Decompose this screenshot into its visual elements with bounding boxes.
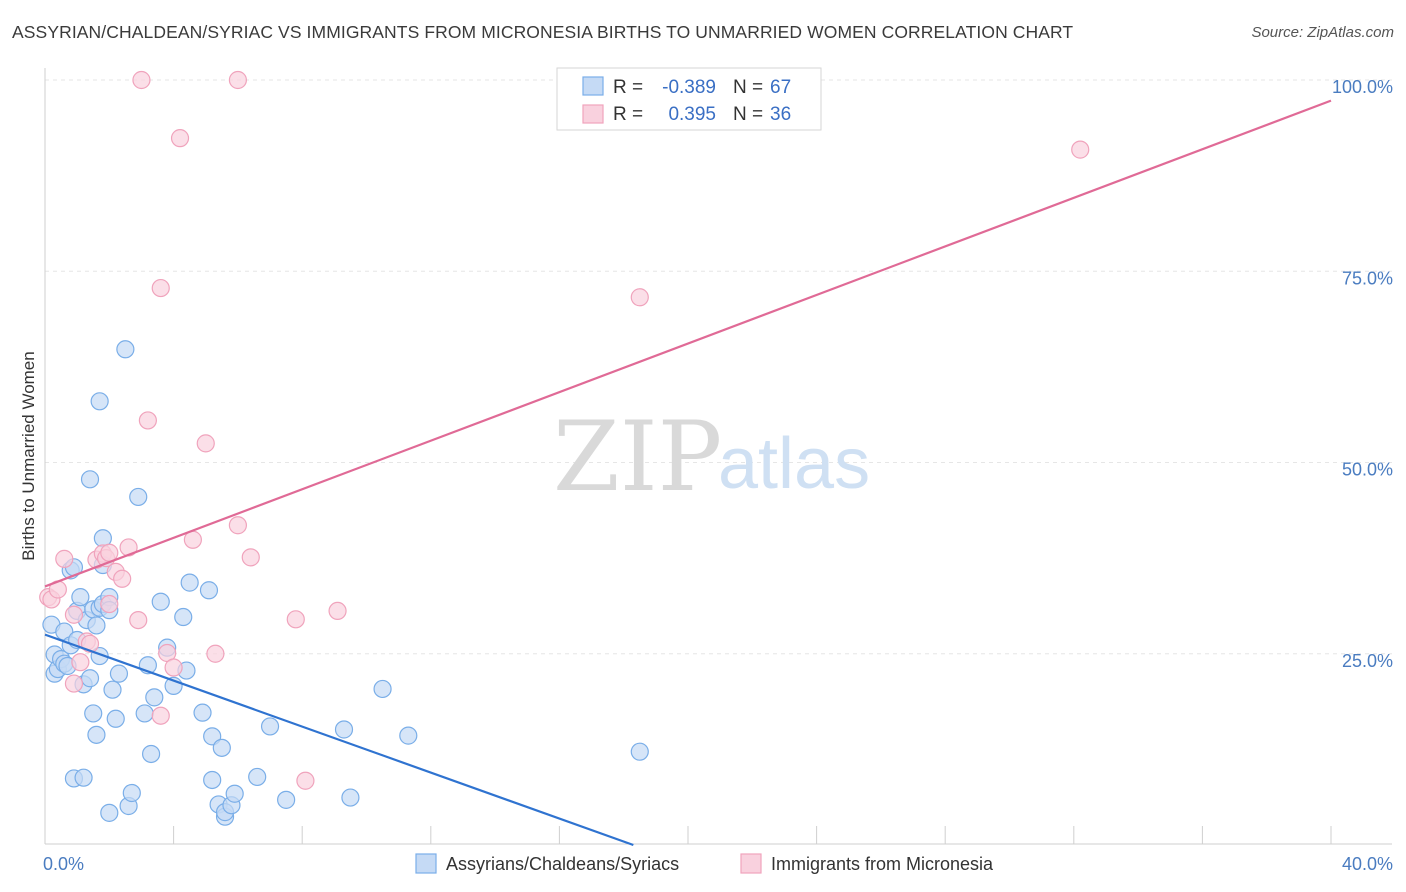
point-assyrian-61: [260, 717, 280, 736]
point-assyrian-44: [151, 592, 170, 611]
point-assyrian-14: [71, 588, 90, 607]
legend-n-value-2: 36: [770, 104, 791, 125]
legend-swatch-pink: [582, 104, 604, 124]
legend-r-label-1: R =: [613, 77, 643, 98]
x-tick-label-1: 40.0%: [1342, 854, 1393, 874]
point-assyrian-67: [630, 742, 649, 761]
point-assyrian-49: [180, 573, 199, 592]
legend: R = -0.389 N = 67 R = 0.395 N = 36: [556, 67, 822, 131]
point-assyrian-35: [109, 664, 129, 683]
point-assyrian-60: [248, 767, 267, 787]
point-micronesia-20: [151, 278, 170, 298]
point-micronesia-32: [328, 601, 347, 621]
point-micronesia-17: [129, 610, 148, 630]
point-micronesia-28: [228, 516, 247, 535]
legend-r-value-1: -0.389: [662, 77, 716, 98]
point-assyrian-42: [141, 744, 161, 764]
point-assyrian-29: [90, 392, 109, 411]
legend-n-label-2: N =: [733, 104, 763, 125]
y-tick-label-3: 100.0%: [1332, 77, 1393, 97]
point-micronesia-13: [100, 594, 119, 614]
point-micronesia-23: [164, 658, 183, 677]
point-assyrian-43: [145, 688, 164, 707]
point-assyrian-32: [100, 803, 119, 822]
point-assyrian-63: [334, 720, 354, 739]
point-assyrian-38: [122, 783, 141, 803]
point-micronesia-29: [241, 548, 260, 567]
chart-title: ASSYRIAN/CHALDEAN/SYRIAC VS IMMIGRANTS F…: [12, 22, 1074, 42]
point-micronesia-26: [196, 434, 215, 453]
axes: [44, 68, 1392, 845]
watermark-zip: ZIP: [553, 401, 722, 513]
bottom-legend-swatch-blue: [415, 853, 437, 874]
point-assyrian-15: [74, 768, 93, 787]
gridlines: [45, 79, 1392, 655]
bottom-legend-label-blue: Assyrians/Chaldeans/Syriacs: [446, 854, 679, 874]
watermark: ZIP atlas: [553, 401, 870, 513]
point-assyrian-34: [106, 709, 125, 728]
point-assyrian-47: [174, 607, 193, 627]
y-tick-label-2: 75.0%: [1342, 268, 1393, 288]
point-micronesia-31: [296, 771, 315, 790]
point-assyrian-40: [135, 704, 154, 723]
point-assyrian-18: [80, 470, 100, 489]
point-assyrian-22: [87, 725, 106, 744]
point-micronesia-5: [64, 674, 84, 693]
point-assyrian-51: [199, 581, 219, 600]
point-micronesia-24: [170, 129, 190, 148]
trend-line-micronesia: [44, 99, 1332, 588]
point-assyrian-64: [341, 788, 360, 807]
legend-r-value-2: 0.395: [668, 104, 716, 125]
point-assyrian-53: [203, 770, 222, 790]
point-assyrian-62: [277, 790, 296, 809]
point-micronesia-30: [286, 610, 305, 629]
point-micronesia-19: [138, 411, 157, 430]
legend-n-value-1: 67: [770, 77, 791, 98]
bottom-legend-swatch-pink: [740, 853, 762, 874]
point-assyrian-66: [399, 726, 418, 745]
point-assyrian-36: [116, 340, 135, 359]
bottom-legend: Assyrians/Chaldeans/Syriacs Immigrants f…: [415, 853, 994, 874]
point-micronesia-6: [71, 653, 90, 672]
point-assyrian-19: [80, 669, 100, 688]
legend-swatch-blue: [582, 76, 604, 96]
x-tick-label-0: 0.0%: [43, 854, 84, 874]
point-micronesia-3: [55, 549, 74, 568]
tick-labels: 25.0% 50.0% 75.0% 100.0% 0.0% 40.0%: [43, 77, 1393, 874]
point-assyrian-65: [373, 679, 392, 699]
trend-lines: [44, 99, 1332, 847]
watermark-atlas: atlas: [718, 424, 870, 504]
point-micronesia-4: [64, 605, 84, 624]
bottom-legend-label-pink: Immigrants from Micronesia: [771, 854, 994, 874]
point-assyrian-55: [212, 738, 231, 757]
y-axis-label: Births to Unmarried Women: [19, 351, 38, 560]
point-micronesia-18: [132, 70, 151, 90]
legend-r-label-2: R =: [613, 104, 643, 125]
legend-n-label-1: N =: [733, 77, 763, 98]
point-assyrian-59: [225, 784, 244, 803]
point-micronesia-34: [630, 288, 649, 307]
point-assyrian-21: [84, 704, 103, 723]
point-assyrian-39: [129, 487, 148, 507]
data-points: [39, 70, 1090, 826]
chart-source: Source: ZipAtlas.com: [1251, 24, 1394, 41]
trend-line-assyrian: [44, 633, 634, 847]
y-tick-label-0: 25.0%: [1342, 651, 1393, 671]
point-micronesia-15: [113, 569, 132, 588]
point-assyrian-50: [193, 703, 212, 722]
point-micronesia-27: [206, 644, 225, 663]
point-assyrian-33: [103, 680, 122, 699]
point-micronesia-21: [151, 706, 170, 725]
point-assyrian-25: [87, 616, 106, 635]
point-micronesia-35: [1071, 140, 1090, 159]
y-tick-label-1: 50.0%: [1342, 460, 1393, 480]
point-micronesia-33: [228, 70, 247, 90]
